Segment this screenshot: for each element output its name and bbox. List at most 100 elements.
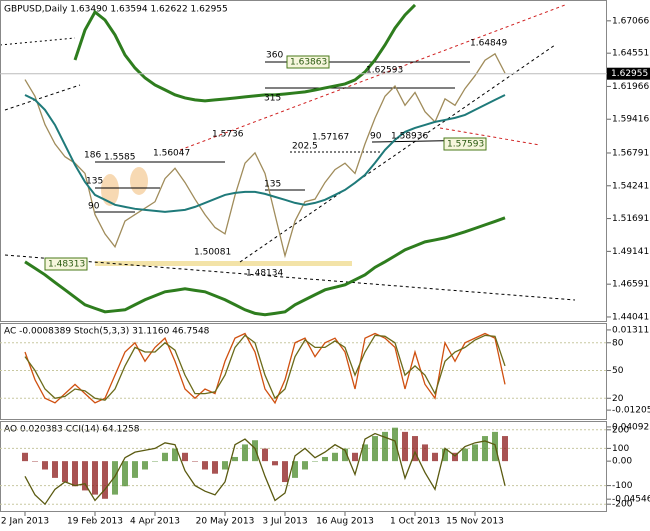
annotation: 360 <box>266 51 283 61</box>
histogram-bar <box>22 452 28 462</box>
highlight <box>101 174 119 206</box>
chart-title: GBPUSD,Daily 1.63490 1.63594 1.62622 1.6… <box>4 5 228 15</box>
series-line <box>24 94 506 213</box>
highlight <box>95 261 352 266</box>
annotation: 1.62593 <box>366 66 403 76</box>
annotation: 1.64849 <box>470 39 507 49</box>
y-tick-label: 1.67066 <box>612 16 649 26</box>
series-line <box>24 216 506 317</box>
series-line <box>73 3 417 103</box>
y-tick-label: 1.51691 <box>612 214 649 224</box>
annotation: 1.5736 <box>212 130 244 140</box>
frame <box>0 0 607 512</box>
boxed-label: 1.48313 <box>48 260 85 270</box>
annotation: 1.50081 <box>194 248 231 258</box>
histogram-bar <box>82 461 88 491</box>
annotation: 1.56047 <box>153 149 190 159</box>
histogram-bar <box>72 461 78 487</box>
histogram-bar <box>282 461 288 483</box>
histogram-bar <box>242 444 248 462</box>
histogram-bar <box>102 461 108 499</box>
x-tick-label: 19 Feb 2013 <box>67 517 123 527</box>
histogram-bar <box>42 461 48 470</box>
y-tick-label: -200 <box>612 500 633 510</box>
y-tick-label: 1.59416 <box>612 115 649 125</box>
histogram-bar <box>412 436 418 462</box>
histogram-bar <box>322 456 328 462</box>
histogram-bar <box>32 461 38 462</box>
histogram-bar <box>332 452 338 462</box>
y-tick-label: -100 <box>612 481 633 491</box>
histogram-bar <box>352 452 358 462</box>
label-box <box>286 55 330 69</box>
annotation: 186 <box>84 151 101 161</box>
histogram-bar <box>62 461 68 483</box>
annotation: 1.5585 <box>104 153 136 163</box>
y-tick-label: 50 <box>612 366 624 376</box>
histogram-bar <box>372 436 378 462</box>
histogram-bar <box>392 427 398 462</box>
boxed-label: 1.63863 <box>290 58 327 68</box>
histogram-bar <box>92 461 98 495</box>
y-tick-label: 1.56791 <box>612 148 649 158</box>
y-tick-label: 1.61966 <box>612 82 649 92</box>
x-tick-label: 2 Jan 2013 <box>1 517 49 527</box>
histogram-bar <box>262 448 268 462</box>
panel-border <box>0 0 607 322</box>
y-tick-label: 80 <box>612 338 624 348</box>
histogram-bar <box>272 461 278 466</box>
histogram-bar <box>462 448 468 462</box>
histogram-bar <box>292 461 298 478</box>
histogram-bar <box>182 452 188 462</box>
y-tick-label: 200 <box>612 425 629 435</box>
histogram-bar <box>232 456 238 462</box>
series-line <box>24 52 506 259</box>
trend-line <box>179 4 566 151</box>
y-tick-label: 0.01311 <box>612 325 649 335</box>
histogram-bar <box>222 461 228 470</box>
panel-border <box>0 323 607 420</box>
label-box <box>44 257 88 271</box>
trend-line <box>4 84 81 111</box>
y-tick-label: 0.040923 <box>612 422 650 432</box>
panel-border <box>0 421 607 512</box>
y-tick-label: 1.64551 <box>612 49 649 59</box>
histogram-bar <box>312 461 318 462</box>
histogram-bar <box>342 448 348 462</box>
trend-line <box>4 254 576 301</box>
last-price-label: 1.62955 <box>611 69 648 79</box>
annotation: 315 <box>264 94 281 104</box>
annotation: 1.58936 <box>391 132 428 142</box>
histogram-bar <box>482 436 488 462</box>
y-tick-label: 1.46591 <box>612 280 649 290</box>
annotation: 202.5 <box>292 142 318 152</box>
y-tick-label: 0.00 <box>612 457 632 467</box>
annotation: 135 <box>264 180 281 190</box>
histogram-bar <box>302 461 308 470</box>
x-tick-label: 16 Aug 2013 <box>316 517 374 527</box>
x-tick-label: 3 Jul 2013 <box>262 517 307 527</box>
trend-line <box>439 127 541 146</box>
annotation: 1.57167 <box>312 133 349 143</box>
histogram-bar <box>432 452 438 462</box>
histogram-bar <box>362 444 368 462</box>
histogram-bar <box>502 436 508 462</box>
panel-title: AO 0.020383 CCI(14) 64.1258 <box>4 425 140 435</box>
boxed-label: 1.57593 <box>447 140 484 150</box>
series-line <box>24 432 506 506</box>
y-tick-label: 1.44041 <box>612 312 649 322</box>
y-tick-label: -0.045462 <box>612 495 650 505</box>
x-tick-label: 15 Nov 2013 <box>446 517 504 527</box>
histogram-bar <box>132 461 138 478</box>
histogram-bar <box>212 461 218 474</box>
histogram-bar <box>152 461 158 462</box>
label-box <box>443 137 487 151</box>
y-tick-label: -0.012058 <box>612 406 650 416</box>
histogram-bar <box>442 448 448 462</box>
annotation: 90 <box>370 132 382 142</box>
y-tick-label: 1.49141 <box>612 247 649 257</box>
x-tick-label: 1 Oct 2013 <box>390 517 440 527</box>
y-tick-label: 100 <box>612 444 629 454</box>
trend-line <box>239 44 556 263</box>
